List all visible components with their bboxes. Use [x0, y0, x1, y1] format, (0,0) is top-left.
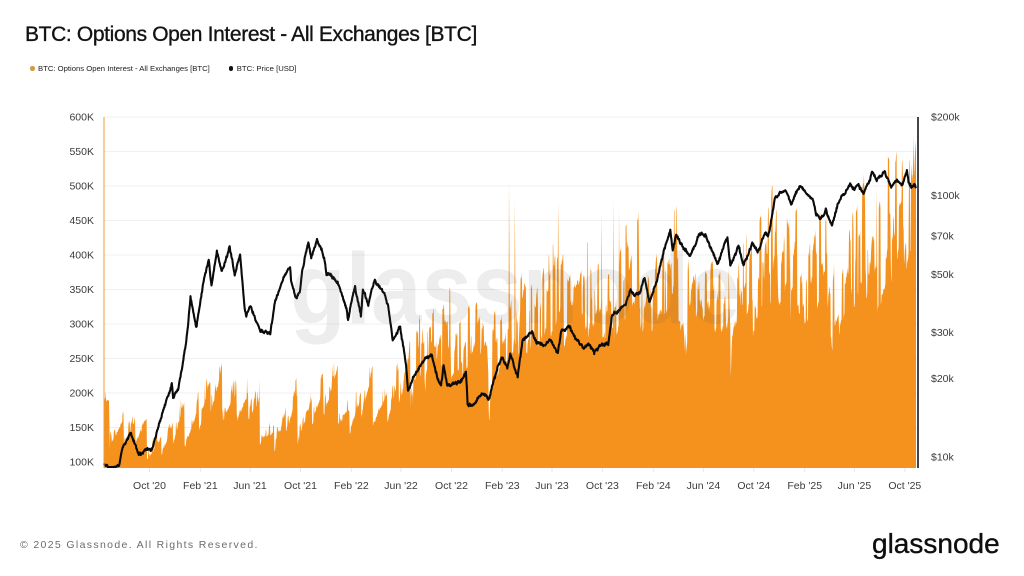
- svg-text:Oct '20: Oct '20: [133, 480, 166, 492]
- svg-text:350K: 350K: [69, 284, 94, 296]
- svg-text:Jun '21: Jun '21: [233, 480, 267, 492]
- svg-text:Oct '22: Oct '22: [435, 480, 468, 492]
- svg-text:500K: 500K: [69, 181, 94, 193]
- svg-text:Oct '24: Oct '24: [737, 480, 770, 492]
- svg-text:Jun '22: Jun '22: [384, 480, 418, 492]
- svg-text:Feb '23: Feb '23: [485, 480, 520, 492]
- svg-text:Feb '21: Feb '21: [183, 480, 218, 492]
- svg-text:Jun '24: Jun '24: [687, 480, 721, 492]
- svg-text:Oct '23: Oct '23: [586, 480, 619, 492]
- svg-text:150K: 150K: [69, 422, 94, 434]
- svg-text:Oct '21: Oct '21: [284, 480, 317, 492]
- svg-text:100K: 100K: [69, 457, 94, 469]
- svg-text:glassnode: glassnode: [290, 233, 740, 345]
- svg-text:Jun '25: Jun '25: [838, 480, 872, 492]
- svg-text:450K: 450K: [69, 215, 94, 227]
- svg-text:300K: 300K: [69, 319, 94, 331]
- svg-text:550K: 550K: [69, 146, 94, 158]
- svg-text:Jun '23: Jun '23: [535, 480, 569, 492]
- svg-text:400K: 400K: [69, 250, 94, 262]
- svg-text:600K: 600K: [69, 112, 94, 124]
- svg-text:$50k: $50k: [931, 269, 955, 281]
- svg-text:$20k: $20k: [931, 373, 955, 385]
- svg-text:$10k: $10k: [931, 451, 955, 463]
- svg-text:Feb '25: Feb '25: [787, 480, 822, 492]
- svg-text:200K: 200K: [69, 388, 94, 400]
- svg-text:$30k: $30k: [931, 327, 955, 339]
- svg-text:$200k: $200k: [931, 112, 960, 124]
- svg-text:Oct '25: Oct '25: [888, 480, 921, 492]
- svg-text:$100k: $100k: [931, 190, 960, 202]
- svg-text:Feb '22: Feb '22: [334, 480, 369, 492]
- svg-text:$70k: $70k: [931, 231, 955, 243]
- svg-text:250K: 250K: [69, 353, 94, 365]
- svg-text:Feb '24: Feb '24: [636, 480, 671, 492]
